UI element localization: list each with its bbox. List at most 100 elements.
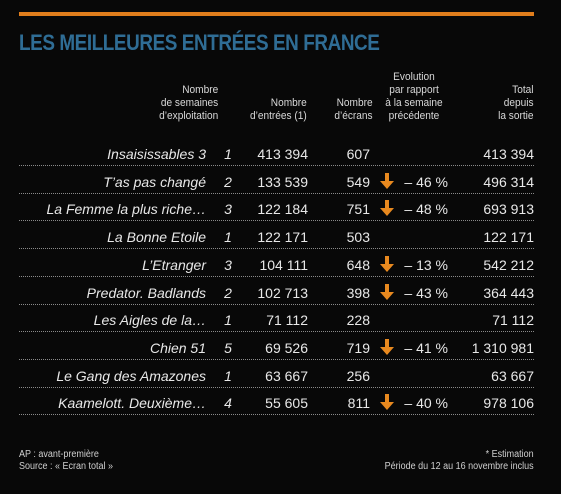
screens-count: 751 [346,201,370,218]
footer-period: * Estimation Période du 12 au 16 novembr… [385,449,534,473]
footer-estimation: * Estimation [485,449,534,460]
screens-count: 503 [346,229,370,246]
entries-count: 122 184 [257,201,308,218]
row-divider [19,192,534,194]
table-row: Les Aigles de la… 1 71 112 228 71 112 [19,308,534,333]
header-screens: Nombre d’écrans [335,97,373,123]
weeks-count: 2 [224,284,232,301]
screens-count: 256 [346,367,370,384]
evolution-value: – 48 % [404,201,448,218]
header-entries: Nombre d’entrées (1) [250,97,307,123]
footer-ap: AP : avant-première [19,449,99,460]
movie-title: L’Etranger [142,256,206,273]
header-total-line: depuis [504,97,534,109]
total-count: 71 112 [492,312,534,329]
table-row: T’as pas changé 2 133 539 549 – 46 % 496 314 [19,170,534,194]
evolution-value: – 46 % [404,173,448,190]
arrow-down-icon [379,283,395,301]
table-row: L’Etranger 3 104 111 648 – 13 % 542 212 [19,253,534,277]
header-entries-line: d’entrées (1) [250,110,307,122]
weeks-count: 1 [224,229,232,246]
footer-period-text: Période du 12 au 16 novembre inclus [384,461,534,472]
table-row: Predator. Badlands 2 102 713 398 – 43 % 364 4… [19,281,534,305]
entries-count: 133 539 [257,173,308,190]
row-divider [19,331,534,333]
entries-count: 69 526 [265,339,308,356]
weeks-count: 2 [224,173,232,190]
movie-title: Insaisissables 3 [107,146,206,162]
row-divider [19,358,534,360]
movie-title: Chien 51 [149,339,206,356]
header-evolution-line: par rapport [389,84,439,96]
header-total: Total depuis la sortie [499,84,534,123]
screens-count: 228 [346,312,370,329]
header-weeks-line: de semaines [160,97,218,109]
header-weeks-line: Nombre [182,84,218,96]
weeks-count: 3 [224,256,232,273]
entries-count: 122 171 [257,229,308,246]
weeks-count: 3 [224,201,232,218]
table-row: Kaamelott. Deuxième… 4 55 605 811 – 40 % 978 … [19,391,534,416]
footer-source: Source : « Ecran total » [19,461,114,472]
evolution-value: – 41 % [404,339,448,356]
total-count: 978 106 [483,395,534,412]
accent-bar [19,12,534,16]
entries-count: 104 111 [259,256,308,273]
movie-title: Predator. Badlands [86,284,206,301]
header-evolution-line: précédente [388,110,440,122]
weeks-count: 1 [224,312,232,329]
weeks-count: 5 [224,339,232,356]
movie-title: La Bonne Etoile [107,229,206,246]
row-divider [19,165,534,166]
header-evolution-line: à la semaine [385,97,443,109]
screens-count: 811 [347,395,370,412]
total-count: 122 171 [483,229,534,246]
weeks-count: 4 [224,395,232,412]
total-count: 364 443 [483,284,534,301]
row-divider [19,414,534,416]
header-entries-line: Nombre [271,97,307,109]
total-count: 413 394 [483,146,534,162]
screens-count: 607 [346,146,370,162]
total-count: 1 310 981 [471,339,534,356]
total-count: 542 212 [483,256,534,273]
header-screens-line: d’écrans [334,110,373,122]
entries-count: 71 112 [266,312,308,329]
weeks-count: 1 [224,146,232,162]
arrow-down-icon [379,199,395,217]
row-divider [19,386,534,388]
evolution-value: – 13 % [404,256,448,273]
row-divider [19,303,534,305]
entries-count: 63 667 [265,367,308,384]
table-row: La Bonne Etoile 1 122 171 503 122 171 [19,225,534,250]
arrow-down-icon [379,255,395,273]
table-row: Insaisissables 3 1 413 394 607 413 394 [19,142,534,166]
entries-count: 55 605 [265,395,308,412]
header-screens-line: Nombre [337,97,373,109]
total-count: 63 667 [491,367,534,384]
table-row: Chien 51 5 69 526 719 – 41 % 1 310 981 [19,336,534,360]
movie-title: La Femme la plus riche… [46,201,206,218]
header-total-line: Total [512,84,534,96]
header-total-line: la sortie [498,110,534,122]
arrow-down-icon [379,338,395,356]
evolution-value: – 43 % [404,284,448,301]
header-weeks-line: d’exploitation [158,110,218,122]
screens-count: 549 [346,173,370,190]
row-divider [19,275,534,277]
screens-count: 719 [346,339,370,356]
header-weeks: Nombre de semaines d’exploitation [159,84,218,123]
row-divider [19,220,534,222]
arrow-down-icon [379,393,395,411]
entries-count: 102 713 [257,284,308,301]
screens-count: 648 [346,256,370,273]
header-evolution-line: Evolution [393,71,435,83]
evolution-value: – 40 % [404,395,448,412]
total-count: 693 913 [483,201,534,218]
entries-count: 413 394 [257,146,308,162]
row-divider [19,248,534,250]
table-row: Le Gang des Amazones 1 63 667 256 63 667 [19,364,534,388]
movie-title: Les Aigles de la… [93,312,206,329]
weeks-count: 1 [224,367,232,384]
movie-title: Le Gang des Amazones [56,367,206,384]
